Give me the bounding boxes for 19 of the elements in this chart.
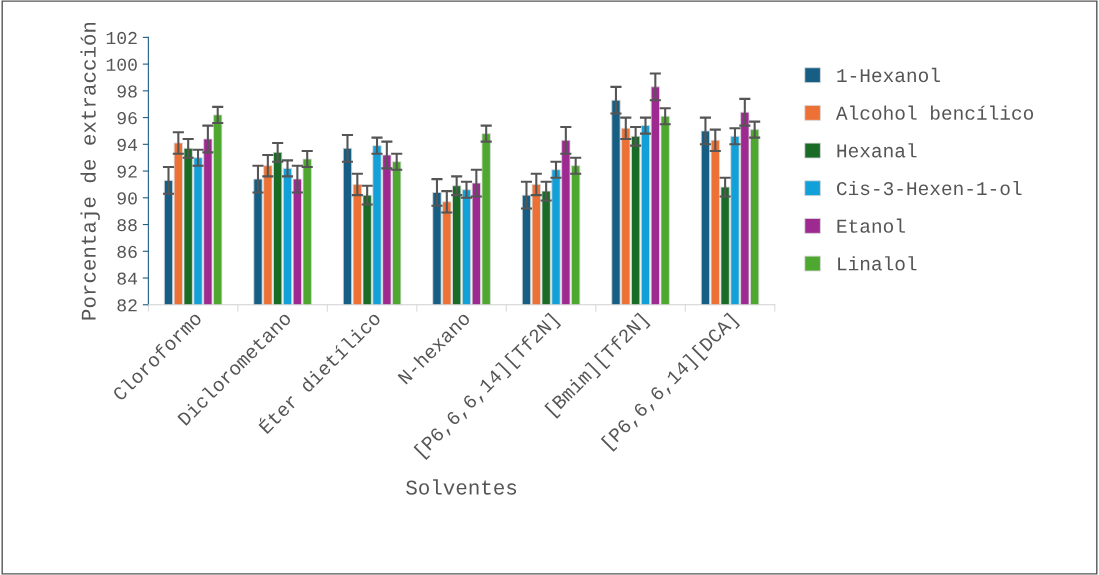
- y-tick-label: 102: [106, 31, 137, 45]
- legend-label: Etanol: [837, 218, 905, 233]
- y-tick-label: 92: [117, 165, 137, 178]
- y-tick-label: 90: [117, 192, 137, 205]
- y-tick-label: 88: [117, 219, 137, 232]
- legend-label: 1-Hexanol: [837, 67, 940, 83]
- y-tick-label: 86: [117, 245, 137, 258]
- legend-label: Linalol: [838, 256, 917, 271]
- legend-label: Hexanal: [837, 143, 917, 158]
- legend-label: Cis-3-Hexen-1-ol: [837, 180, 1022, 196]
- y-tick-label: 96: [117, 112, 137, 125]
- y-tick-label: 98: [117, 85, 137, 98]
- x-axis-title: Solventes: [406, 479, 517, 495]
- y-tick-label: 82: [117, 299, 137, 312]
- y-tick-label: 100: [106, 58, 137, 71]
- legend-label: Alcohol bencílico: [835, 105, 1034, 120]
- y-tick-label: 94: [117, 138, 138, 152]
- y-axis-title: Porcentaje de extracción: [80, 22, 100, 320]
- y-tick-label: 84: [117, 272, 138, 285]
